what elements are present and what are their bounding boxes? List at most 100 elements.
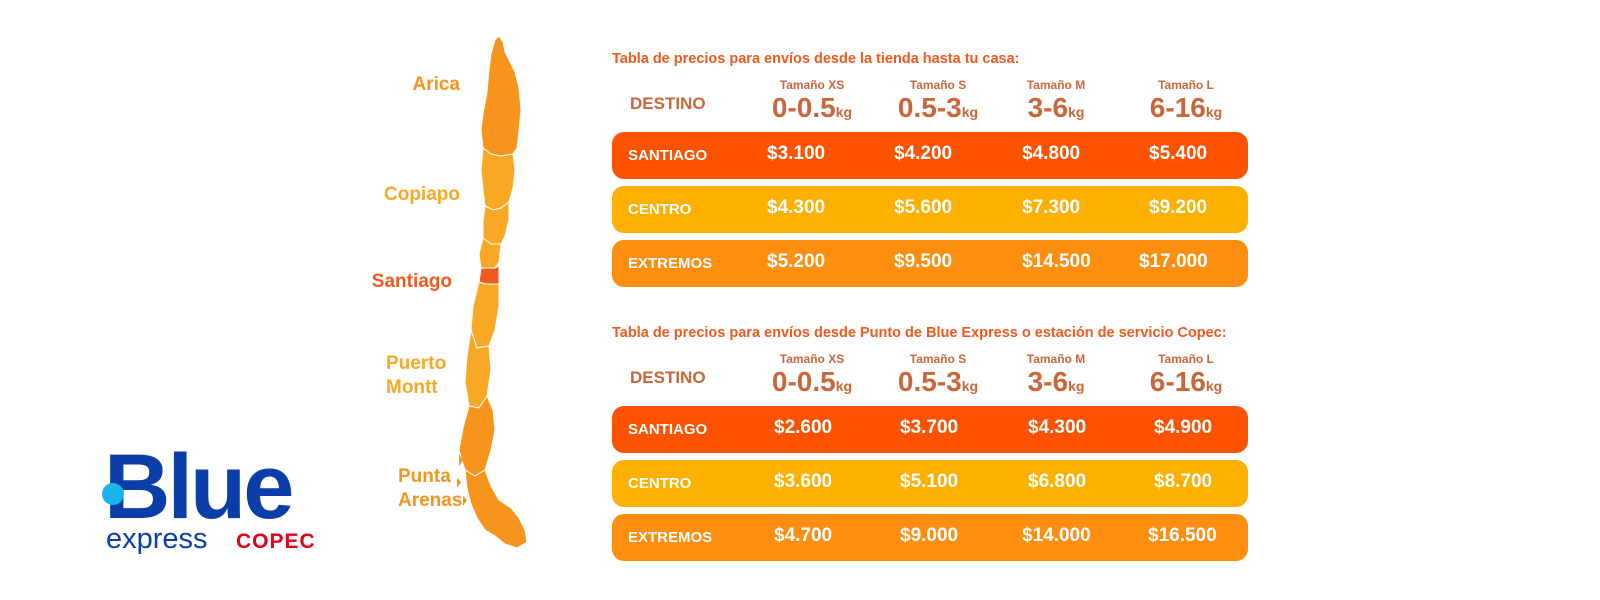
size-unit: kg <box>1205 378 1223 394</box>
size-unit: kg <box>961 378 979 394</box>
destino-header: DESTINO <box>630 94 706 113</box>
table-row-extremos: EXTREMOS $4.700 $9.000 $14.000 $16.500 <box>612 514 1248 561</box>
size-header-m: Tamaño M 3-6kg <box>996 352 1116 402</box>
map-region-santiago <box>478 265 500 285</box>
table-header: DESTINO Tamaño XS 0-0.5kg Tamaño S 0.5-3… <box>612 72 1248 132</box>
size-range-value: 6-16 <box>1149 92 1206 123</box>
price-cell: $17.000 <box>1139 251 1208 272</box>
size-label: Tamaño XS <box>779 352 845 366</box>
price-cell: $14.000 <box>1022 525 1091 546</box>
map-region-valparaiso <box>478 237 502 269</box>
size-header-m: Tamaño M 3-6kg <box>996 78 1116 128</box>
size-label: Tamaño XS <box>779 78 845 92</box>
size-range: 6-16kg <box>1126 92 1246 128</box>
row-destination: EXTREMOS <box>628 529 713 546</box>
size-range: 0.5-3kg <box>878 366 998 402</box>
size-header-l: Tamaño L 6-16kg <box>1126 352 1246 402</box>
size-header-xs: Tamaño XS 0-0.5kg <box>752 352 872 402</box>
price-cell: $9.000 <box>900 525 959 546</box>
row-destination: CENTRO <box>628 475 692 492</box>
map-region-copiapo <box>480 147 516 211</box>
table-title: Tabla de precios para envíos desde la ti… <box>612 51 1020 67</box>
logo-dot-icon <box>102 483 124 505</box>
size-unit: kg <box>835 104 853 120</box>
price-cell: $2.600 <box>774 417 833 438</box>
map-region-central-south <box>470 281 500 349</box>
size-unit: kg <box>961 104 979 120</box>
size-label: Tamaño L <box>1158 78 1214 92</box>
size-label: Tamaño L <box>1158 352 1214 366</box>
size-header-s: Tamaño S 0.5-3kg <box>878 352 998 402</box>
size-unit: kg <box>1205 104 1223 120</box>
price-cell: $6.800 <box>1028 471 1087 492</box>
size-range-value: 0.5-3 <box>897 92 962 123</box>
table-row-extremos: EXTREMOS $5.200 $9.500 $14.500 $17.000 <box>612 240 1248 287</box>
size-label: Tamaño S <box>909 78 967 92</box>
price-cell: $7.300 <box>1022 197 1081 218</box>
price-cell: $3.600 <box>774 471 833 492</box>
size-label: Tamaño M <box>1026 352 1086 366</box>
price-cell: $4.300 <box>1028 417 1087 438</box>
table-title: Tabla de precios para envíos desde Punto… <box>612 325 1227 341</box>
row-destination: SANTIAGO <box>628 421 708 438</box>
city-label-arica: Arica <box>412 74 460 95</box>
map-region-coquimbo <box>482 201 510 245</box>
price-cell: $9.200 <box>1149 197 1208 218</box>
size-header-l: Tamaño L 6-16kg <box>1126 78 1246 128</box>
size-range: 3-6kg <box>996 366 1116 402</box>
logo-blue-text: Blue <box>104 436 294 538</box>
city-label-copiapo: Copiapo <box>384 184 460 205</box>
price-cell: $9.500 <box>894 251 953 272</box>
size-range-value: 6-16 <box>1149 366 1206 397</box>
city-label-santiago: Santiago <box>371 271 452 292</box>
row-destination: CENTRO <box>628 201 692 218</box>
size-range: 6-16kg <box>1126 366 1246 402</box>
city-label-puerto-montt: Puerto Montt <box>386 353 447 398</box>
map-region-magallanes <box>464 469 528 549</box>
table-row-centro: CENTRO $4.300 $5.600 $7.300 $9.200 <box>612 186 1248 233</box>
table-row-santiago: SANTIAGO $2.600 $3.700 $4.300 $4.900 <box>612 406 1248 453</box>
price-cell: $4.900 <box>1154 417 1213 438</box>
logo-copec-text: COPEC <box>236 530 316 553</box>
table-row-santiago: SANTIAGO $3.100 $4.200 $4.800 $5.400 <box>612 132 1248 179</box>
size-unit: kg <box>1068 104 1085 120</box>
table-header: DESTINO Tamaño XS 0-0.5kg Tamaño S 0.5-3… <box>612 346 1248 406</box>
size-range: 0-0.5kg <box>752 366 872 402</box>
size-header-s: Tamaño S 0.5-3kg <box>878 78 998 128</box>
price-cell: $4.300 <box>767 197 826 218</box>
chile-map <box>457 35 528 549</box>
size-range: 0-0.5kg <box>752 92 872 128</box>
price-cell: $3.100 <box>767 143 826 164</box>
size-header-xs: Tamaño XS 0-0.5kg <box>752 78 872 128</box>
price-cell: $5.200 <box>767 251 826 272</box>
size-range: 0.5-3kg <box>878 92 998 128</box>
size-range-value: 0.5-3 <box>897 366 962 397</box>
size-range-value: 3-6 <box>1027 92 1069 123</box>
blue-express-logo: Blue express COPEC <box>96 437 326 565</box>
map-region-north <box>480 35 522 157</box>
table-row-centro: CENTRO $3.600 $5.100 $6.800 $8.700 <box>612 460 1248 507</box>
destino-header: DESTINO <box>630 368 706 387</box>
price-cell: $8.700 <box>1154 471 1213 492</box>
price-cell: $4.700 <box>774 525 833 546</box>
size-label: Tamaño S <box>909 352 967 366</box>
logo-express-text: express <box>106 523 208 555</box>
price-cell: $5.600 <box>894 197 953 218</box>
price-cell: $5.100 <box>900 471 959 492</box>
price-cell: $14.500 <box>1022 251 1091 272</box>
size-unit: kg <box>1068 378 1085 394</box>
size-range-value: 0-0.5 <box>771 92 836 123</box>
size-range-value: 0-0.5 <box>771 366 836 397</box>
price-cell: $5.400 <box>1149 143 1208 164</box>
size-unit: kg <box>835 378 853 394</box>
row-destination: EXTREMOS <box>628 255 713 272</box>
price-cell: $3.700 <box>900 417 959 438</box>
price-cell: $16.500 <box>1148 525 1217 546</box>
size-range-value: 3-6 <box>1027 366 1069 397</box>
size-label: Tamaño M <box>1026 78 1086 92</box>
city-label-punta-arenas: Punta Arenas <box>398 466 463 511</box>
size-range: 3-6kg <box>996 92 1116 128</box>
map-region-aysen <box>458 394 496 477</box>
price-table-point: Tabla de precios para envíos desde Punto… <box>612 324 1248 568</box>
price-table-home: Tabla de precios para envíos desde la ti… <box>612 50 1248 294</box>
